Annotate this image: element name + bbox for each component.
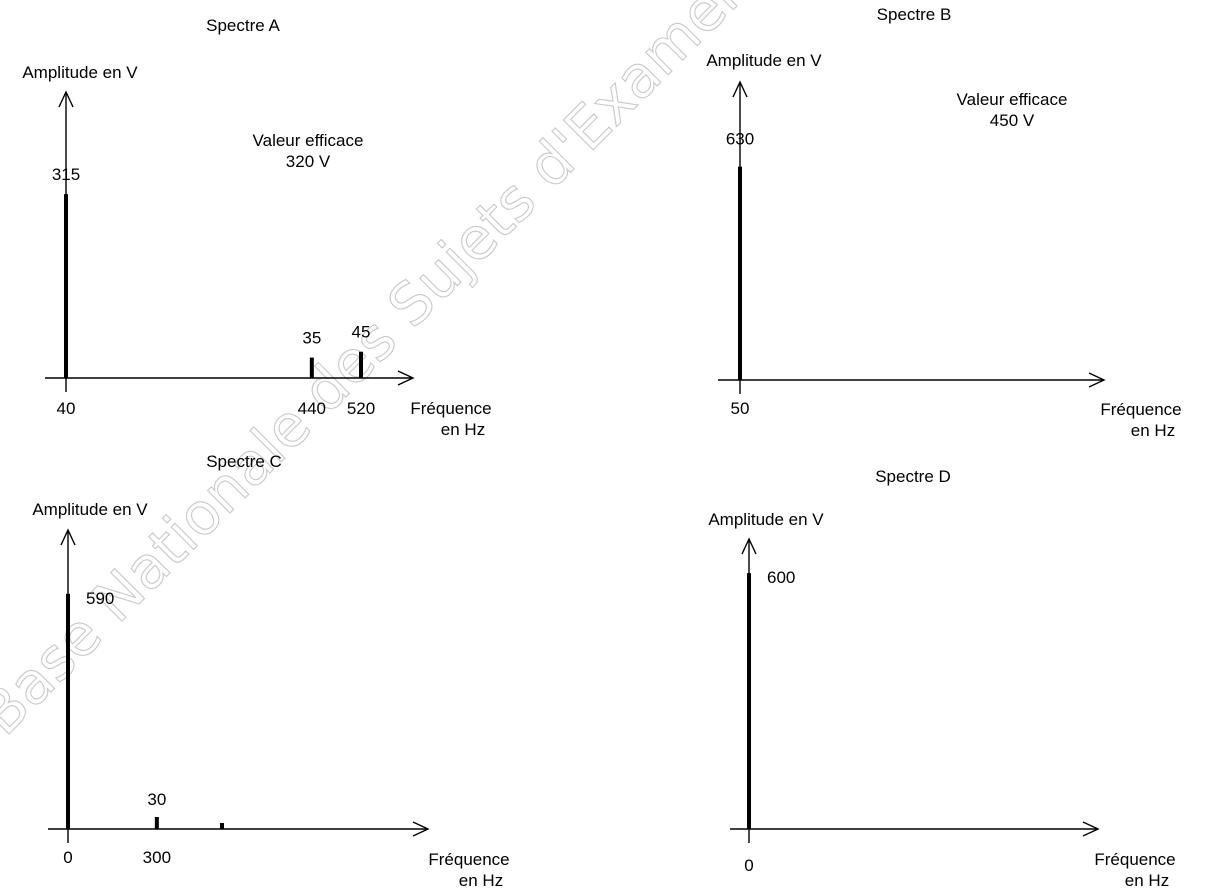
y-axis-label: Amplitude en V	[32, 500, 148, 519]
x-axis-label: Fréquence	[1094, 850, 1175, 869]
x-tick-label: 0	[744, 856, 753, 875]
spectral-line-bar	[359, 351, 363, 378]
spectral-line-bar	[66, 593, 70, 829]
spectral-line-bar	[747, 573, 751, 829]
y-axis-arrow	[60, 528, 76, 546]
y-axis-arrow	[732, 80, 748, 98]
x-axis-label: Fréquence	[428, 850, 509, 869]
x-axis-label-unit: en Hz	[441, 420, 485, 439]
bar-value-label: 600	[767, 568, 795, 587]
spectral-line-bar	[154, 817, 159, 829]
bar-value-label: 315	[52, 165, 80, 184]
x-axis-arrow	[1088, 372, 1106, 388]
x-axis-label-unit: en Hz	[1125, 871, 1169, 890]
y-axis-label: Amplitude en V	[706, 51, 822, 70]
x-tick-label: 50	[731, 399, 750, 418]
x-axis-arrow	[1082, 821, 1100, 837]
bar-value-label: 45	[352, 323, 371, 342]
spectrum-panel-a: Spectre A Amplitude en V Fréquence en Hz Val…	[22, 16, 491, 439]
panel-title: Spectre B	[877, 5, 952, 24]
x-axis-label: Fréquence	[410, 399, 491, 418]
spectral-line-bar	[220, 823, 224, 829]
x-tick-label: 40	[57, 399, 76, 418]
x-axis-arrow	[397, 370, 415, 386]
y-axis-label: Amplitude en V	[708, 510, 824, 529]
bar-value-label: 35	[302, 329, 321, 348]
bar-value-label: 590	[86, 589, 114, 608]
x-tick-label: 0	[63, 848, 72, 867]
x-tick-label: 520	[347, 399, 375, 418]
spectral-line-bar	[309, 357, 314, 378]
x-axis-label-unit: en Hz	[1131, 421, 1175, 440]
x-axis-arrow	[412, 821, 430, 837]
bar-value-label: 30	[147, 790, 166, 809]
rms-value-label: Valeur efficace	[253, 131, 364, 150]
panel-title: Spectre D	[875, 467, 951, 486]
x-tick-label: 440	[298, 399, 326, 418]
rms-value-label: Valeur efficace	[957, 90, 1068, 109]
panel-title: Spectre C	[206, 452, 282, 471]
y-axis-arrow	[58, 90, 74, 108]
x-axis-label-unit: en Hz	[459, 871, 503, 890]
bar-value-label: 630	[726, 130, 754, 149]
spectrum-panel-c: Spectre C Amplitude en V Fréquence en Hz 590…	[32, 452, 509, 890]
watermark: Base Nationale des Sujets d'Examens de l…	[0, 0, 960, 748]
y-axis-arrow	[741, 537, 757, 555]
spectral-line-bar	[64, 194, 68, 378]
x-tick-label: 300	[143, 848, 171, 867]
spectrum-panel-b: Spectre B Amplitude en V Fréquence en Hz Val…	[706, 5, 1181, 440]
x-axis-label: Fréquence	[1100, 400, 1181, 419]
spectrum-panel-d: Spectre D Amplitude en V Fréquence en Hz 600…	[708, 467, 1175, 890]
spectral-line-bar	[738, 166, 742, 380]
panel-title: Spectre A	[206, 16, 280, 35]
y-axis-label: Amplitude en V	[22, 63, 138, 82]
rms-value: 320 V	[286, 152, 331, 171]
rms-value: 450 V	[990, 111, 1035, 130]
